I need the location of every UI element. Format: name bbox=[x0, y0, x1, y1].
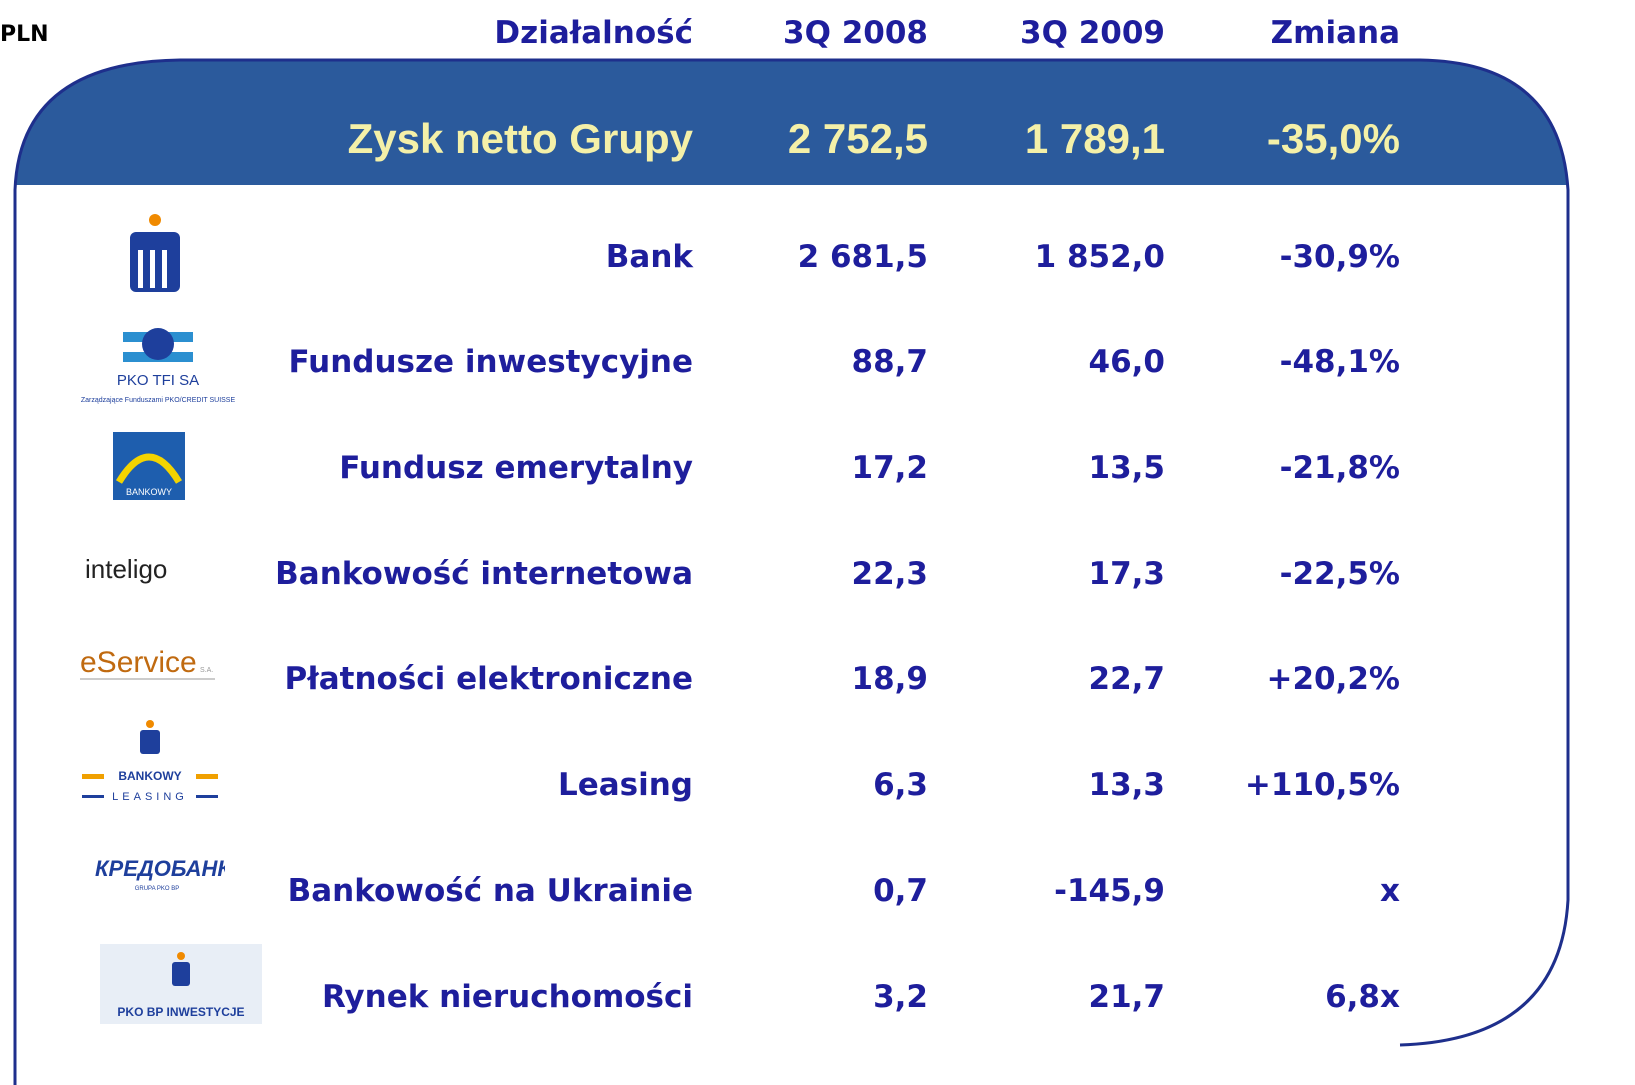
value-cell: 0,7 bbox=[873, 873, 928, 909]
column-header: 3Q 2008 bbox=[783, 15, 928, 51]
logo-inwestycje: PKO BP INWESTYCJE bbox=[100, 944, 262, 1024]
row-label: Leasing bbox=[557, 767, 693, 803]
value-cell: -22,5% bbox=[1279, 556, 1400, 592]
logo-inteligo: inteligo bbox=[85, 554, 167, 584]
column-header: 3Q 2009 bbox=[1020, 15, 1165, 51]
value-cell: 88,7 bbox=[851, 344, 929, 380]
value-cell: x bbox=[1380, 873, 1400, 909]
value-cell: 21,7 bbox=[1088, 979, 1166, 1015]
row-label: Bank bbox=[605, 239, 693, 275]
logo-text: GRUPA PKO BP bbox=[135, 886, 180, 892]
logo-pko bbox=[130, 214, 180, 292]
row-label: Fundusz emerytalny bbox=[339, 450, 693, 486]
highlight-cell: -35,0% bbox=[1266, 115, 1400, 162]
value-cell: 17,2 bbox=[851, 450, 929, 486]
value-cell: 6,3 bbox=[873, 767, 928, 803]
box-outline bbox=[13, 58, 1570, 1085]
value-cell: 17,3 bbox=[1088, 556, 1166, 592]
logo-text: PKO BP INWESTYCJE bbox=[117, 1005, 244, 1019]
value-cell: -145,9 bbox=[1054, 873, 1165, 909]
value-cell: +20,2% bbox=[1266, 661, 1400, 697]
highlight-band bbox=[15, 60, 1568, 185]
logo-text: S.A. bbox=[200, 667, 213, 674]
value-cell: -48,1% bbox=[1279, 344, 1400, 380]
logo-text: PKO TFI SA bbox=[117, 372, 199, 389]
value-cell: 6,8x bbox=[1325, 979, 1400, 1015]
logo-text: inteligo bbox=[85, 554, 167, 584]
value-cell: 18,9 bbox=[851, 661, 929, 697]
value-cell: 1 852,0 bbox=[1034, 239, 1165, 275]
logo-text: eService bbox=[80, 646, 197, 679]
row-label: Płatności elektroniczne bbox=[284, 661, 693, 697]
highlight-cell: Zysk netto Grupy bbox=[347, 115, 693, 162]
unit: PLN bbox=[0, 22, 49, 47]
logo-text: КРЕДОБАНК bbox=[95, 856, 225, 881]
highlight-cell: 2 752,5 bbox=[787, 115, 928, 162]
logo-pension: BANKOWY bbox=[113, 432, 185, 500]
row-label: Bankowość internetowa bbox=[275, 556, 693, 592]
column-header: Działalność bbox=[494, 15, 693, 51]
value-cell: 22,3 bbox=[851, 556, 929, 592]
value-cell: 13,5 bbox=[1088, 450, 1166, 486]
logo-tfi: PKO TFI SA Zarządzające Funduszami PKO/C… bbox=[81, 328, 236, 404]
logo-text: Zarządzające Funduszami PKO/CREDIT SUISS… bbox=[81, 397, 236, 404]
logo-eservice: eService S.A. bbox=[80, 646, 215, 680]
value-cell: 46,0 bbox=[1088, 344, 1166, 380]
value-cell: +110,5% bbox=[1244, 767, 1400, 803]
row-label: Bankowość na Ukrainie bbox=[287, 873, 693, 909]
value-cell: -21,8% bbox=[1279, 450, 1400, 486]
row-label: Fundusze inwestycyjne bbox=[288, 344, 693, 380]
logo-text: LEASING bbox=[112, 791, 188, 803]
highlight-cell: 1 789,1 bbox=[1024, 115, 1165, 162]
column-header: Zmiana bbox=[1270, 15, 1400, 51]
logo-text: BANKOWY bbox=[126, 487, 172, 497]
value-cell: 22,7 bbox=[1088, 661, 1166, 697]
logo-leasing: BANKOWY LEASING bbox=[82, 720, 218, 803]
logo-kredobank: КРЕДОБАНК GRUPA PKO BP bbox=[95, 856, 225, 892]
row-label: Rynek nieruchomości bbox=[321, 979, 693, 1015]
value-cell: 3,2 bbox=[873, 979, 928, 1015]
value-cell: 13,3 bbox=[1088, 767, 1166, 803]
value-cell: -30,9% bbox=[1279, 239, 1400, 275]
logo-text: BANKOWY bbox=[118, 769, 181, 783]
value-cell: 2 681,5 bbox=[797, 239, 928, 275]
